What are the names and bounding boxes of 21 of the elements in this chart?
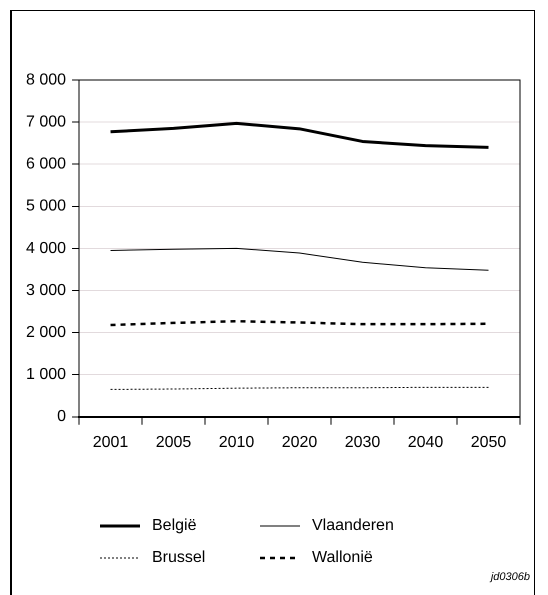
- y-tick-label: 0: [57, 408, 66, 426]
- legend-label: Wallonië: [312, 549, 373, 567]
- y-tick-label: 4 000: [26, 240, 66, 257]
- y-tick-label: 6 000: [26, 156, 66, 173]
- y-tick-label: 2 000: [26, 324, 66, 342]
- y-tick-label: 1 000: [26, 366, 66, 384]
- x-tick-label: 2030: [344, 434, 380, 451]
- x-tick-label: 2050: [470, 434, 506, 451]
- x-tick-label: 2020: [282, 434, 318, 451]
- x-tick-label: 2001: [92, 434, 128, 451]
- legend-label: Vlaanderen: [312, 517, 394, 535]
- y-tick-label: 8 000: [26, 71, 66, 88]
- legend-label: Brussel: [152, 549, 206, 567]
- x-tick-label: 2040: [408, 434, 444, 451]
- legend-label: België: [152, 517, 196, 535]
- y-tick-label: 5 000: [26, 198, 66, 215]
- y-tick-label: 3 000: [26, 282, 66, 299]
- x-tick-label: 2005: [156, 434, 192, 451]
- text: jd0306b: [490, 571, 530, 583]
- x-tick-label: 2010: [218, 434, 254, 451]
- y-tick-label: 7 000: [26, 114, 66, 131]
